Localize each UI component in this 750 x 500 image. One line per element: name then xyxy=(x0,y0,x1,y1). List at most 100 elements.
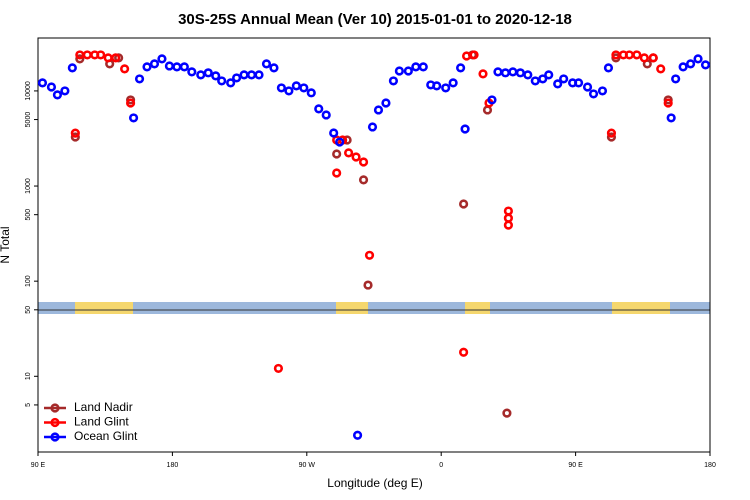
data-point xyxy=(656,64,666,74)
data-point xyxy=(469,50,479,60)
data-point xyxy=(358,175,369,185)
data-point xyxy=(700,60,711,70)
data-point xyxy=(37,78,48,88)
legend-label: Ocean Glint xyxy=(74,429,138,443)
data-point xyxy=(128,113,139,123)
data-point xyxy=(52,90,63,100)
data-point xyxy=(67,63,77,73)
data-point xyxy=(314,104,324,114)
data-point xyxy=(478,69,488,79)
y-tick-label: 10000 xyxy=(25,81,32,101)
data-point xyxy=(603,63,614,73)
data-point xyxy=(299,83,309,93)
data-point xyxy=(342,135,352,145)
data-point xyxy=(203,68,213,78)
data-point xyxy=(678,62,688,72)
data-point xyxy=(120,64,130,74)
data-point xyxy=(246,70,257,80)
data-point xyxy=(239,70,249,80)
legend-label: Land Nadir xyxy=(74,400,133,414)
data-point xyxy=(493,67,503,77)
data-point xyxy=(388,76,399,86)
data-point xyxy=(632,50,642,60)
data-point xyxy=(503,213,514,223)
ocean-band xyxy=(38,302,710,314)
legend-marker xyxy=(50,417,60,428)
data-point xyxy=(261,59,272,69)
data-point xyxy=(624,50,634,60)
x-tick-label: 180 xyxy=(167,462,179,469)
data-point xyxy=(588,89,599,99)
land-band xyxy=(465,302,490,314)
legend-label: Land Glint xyxy=(74,415,129,429)
data-point xyxy=(164,61,175,71)
data-point xyxy=(487,95,497,105)
data-point xyxy=(254,70,264,80)
data-point xyxy=(46,82,57,92)
data-point xyxy=(597,86,608,96)
data-point xyxy=(671,74,681,84)
data-point xyxy=(142,62,152,72)
data-point xyxy=(134,74,145,84)
y-tick-label: 500 xyxy=(25,209,32,221)
data-point xyxy=(538,74,548,84)
data-point xyxy=(329,128,339,138)
data-point xyxy=(503,206,514,216)
y-tick-label: 1000 xyxy=(25,178,32,194)
x-tick-label: 90 E xyxy=(31,462,46,469)
data-point xyxy=(335,137,345,147)
data-point xyxy=(125,98,136,108)
data-point xyxy=(306,88,316,98)
data-point xyxy=(364,250,375,260)
data-point xyxy=(70,128,80,138)
data-point xyxy=(460,124,470,134)
data-point xyxy=(459,347,469,357)
data-point xyxy=(582,82,593,92)
legend-marker xyxy=(50,403,60,413)
data-point xyxy=(606,128,617,138)
data-point xyxy=(606,132,617,142)
data-point xyxy=(530,76,540,86)
y-tick-label: 10 xyxy=(25,372,32,380)
data-point xyxy=(503,220,514,230)
data-point xyxy=(394,66,404,76)
data-point xyxy=(96,50,106,60)
data-point xyxy=(217,76,227,86)
x-tick-label: 180 xyxy=(704,462,716,469)
y-tick-label: 50 xyxy=(25,306,32,314)
data-point xyxy=(508,67,518,77)
data-point xyxy=(544,70,554,80)
land-band xyxy=(75,302,133,314)
data-point xyxy=(103,53,113,63)
data-point xyxy=(211,71,221,81)
data-point xyxy=(111,53,121,63)
data-point xyxy=(459,199,469,209)
data-point xyxy=(291,81,301,91)
data-point xyxy=(441,83,451,93)
data-point xyxy=(75,54,85,64)
data-point xyxy=(332,168,342,178)
data-point xyxy=(187,67,197,77)
data-point xyxy=(418,62,428,72)
data-point xyxy=(381,98,391,108)
data-point xyxy=(367,122,378,132)
data-point xyxy=(60,86,70,96)
data-point xyxy=(685,59,696,69)
data-point xyxy=(553,79,563,89)
data-point xyxy=(232,73,242,83)
data-point xyxy=(82,50,92,60)
data-point xyxy=(461,51,472,61)
data-point xyxy=(411,62,421,72)
data-point xyxy=(321,110,331,120)
data-point xyxy=(352,430,363,440)
data-point xyxy=(639,53,649,63)
data-point xyxy=(515,68,525,78)
x-axis-label: Longitude (deg E) xyxy=(327,476,422,490)
plot-frame xyxy=(37,37,711,453)
y-tick-label: 5000 xyxy=(25,112,32,128)
data-point xyxy=(648,53,658,63)
data-point xyxy=(500,68,511,78)
data-point xyxy=(693,54,703,64)
